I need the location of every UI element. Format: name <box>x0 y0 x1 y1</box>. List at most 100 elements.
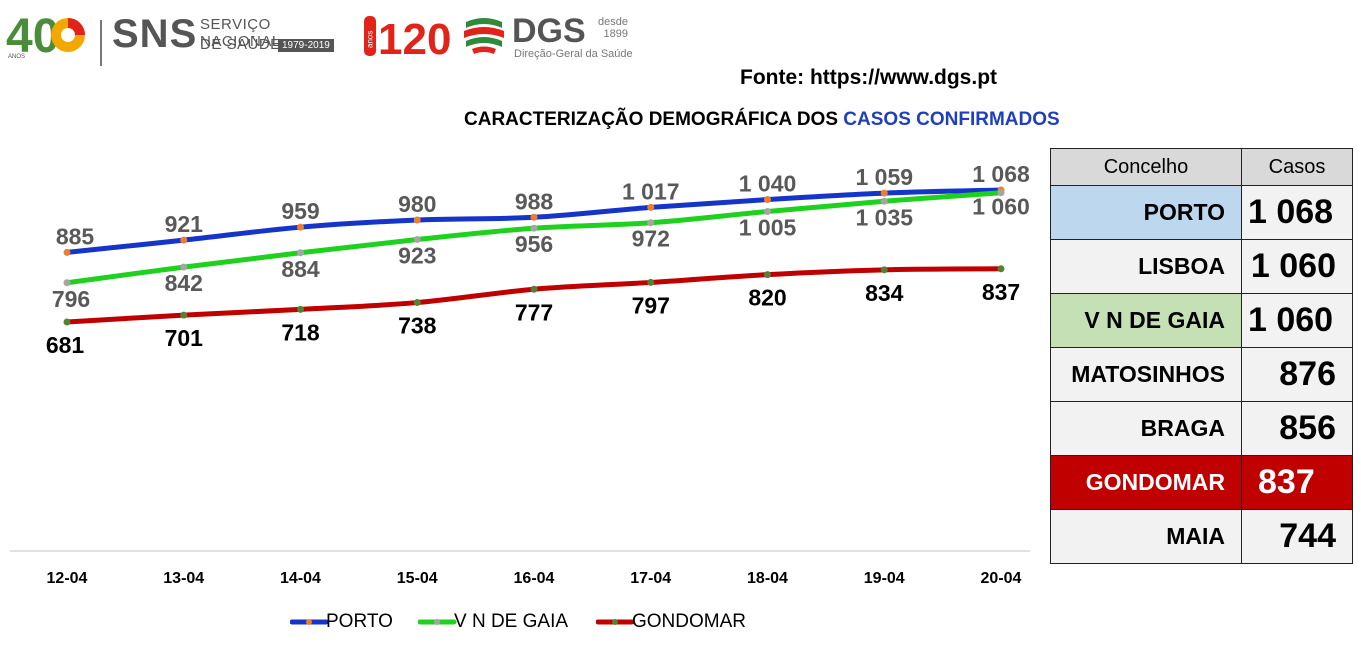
cell-casos: 876 <box>1241 347 1353 402</box>
cell-concelho: V N DE GAIA <box>1050 293 1242 348</box>
x-tick-label: 12-04 <box>47 570 88 587</box>
data-point-porto <box>530 213 538 221</box>
table-row: LISBOA 1 060 <box>1050 239 1353 294</box>
anos-label: anos <box>366 31 375 48</box>
data-point-gaia <box>413 235 421 243</box>
dgs-since: desde 1899 <box>598 16 628 40</box>
data-label-gaia: 923 <box>398 242 436 268</box>
data-label-porto: 921 <box>165 211 204 237</box>
data-label-porto: 885 <box>56 223 95 249</box>
data-point-gaia <box>297 249 304 257</box>
data-point-gaia <box>63 279 71 287</box>
data-point-porto <box>297 223 304 231</box>
sns-logo: SNS SERVIÇO NACIONAL DE SAÚDE 1979-2019 <box>100 10 337 66</box>
x-tick-label: 19-04 <box>864 570 905 587</box>
table-row: BRAGA 856 <box>1050 401 1353 456</box>
x-tick-label: 15-04 <box>397 570 438 587</box>
table-row: MATOSINHOS 876 <box>1050 347 1353 402</box>
data-point-gaia <box>764 207 771 215</box>
source-text: Fonte: https://www.dgs.pt <box>740 66 998 89</box>
data-label-gondomar: 820 <box>748 285 786 311</box>
logo-divider <box>100 20 102 66</box>
column-header-casos: Casos <box>1241 148 1353 186</box>
x-tick-label: 18-04 <box>747 570 788 587</box>
legend-label-porto: PORTO <box>326 611 393 632</box>
cell-casos: 744 <box>1241 509 1353 564</box>
data-point-gaia <box>997 189 1005 197</box>
dgs-120-anos-logo: anos 120 <box>364 15 451 60</box>
cell-casos: 856 <box>1241 401 1353 456</box>
cell-concelho: LISBOA <box>1050 239 1242 294</box>
sns-years: 1979-2019 <box>278 39 334 52</box>
anniversary-number: 40 <box>6 10 59 60</box>
cell-concelho: PORTO <box>1050 185 1242 240</box>
x-tick-label: 17-04 <box>630 570 671 587</box>
x-tick-label: 14-04 <box>280 570 321 587</box>
data-point-gondomar <box>63 318 71 326</box>
table-row: MAIA 744 <box>1050 509 1353 564</box>
legend-swatch-gondomar <box>596 619 635 625</box>
data-label-gaia: 956 <box>515 231 553 257</box>
data-label-porto: 959 <box>281 198 319 224</box>
anniversary-word: ANOS <box>8 54 25 60</box>
dgs-logo: DGS desde 1899 Direção-Geral da Saúde <box>462 10 637 60</box>
dgs-emblem-icon <box>464 18 504 54</box>
dgs-name: Direção-Geral da Saúde <box>514 48 633 60</box>
data-label-gondomar: 797 <box>632 292 670 318</box>
cell-casos: 1 060 <box>1241 239 1353 294</box>
data-label-gaia: 884 <box>281 256 320 282</box>
cell-concelho: MAIA <box>1050 509 1242 564</box>
sns-name-line2: DE SAÚDE <box>200 36 281 53</box>
cases-line-chart: 12-04 13-04 14-04 15-04 16-04 17-04 18-04 19-04… <box>10 161 1030 587</box>
table-row: V N DE GAIA 1 060 <box>1050 293 1353 348</box>
chart-legend: PORTO V N DE GAIA GONDOMAR <box>290 611 850 635</box>
legend-swatch-porto <box>290 619 329 625</box>
x-tick-label: 16-04 <box>514 570 555 587</box>
data-label-gondomar: 834 <box>865 280 904 306</box>
cell-concelho: MATOSINHOS <box>1050 347 1242 402</box>
data-label-porto: 1 040 <box>739 171 797 197</box>
dgs-since-year: 1899 <box>603 28 628 40</box>
data-label-gaia: 796 <box>52 286 90 312</box>
x-tick-label: 13-04 <box>163 570 204 587</box>
data-point-gaia <box>180 263 188 271</box>
chart-title: CARACTERIZAÇÃO DEMOGRÁFICA DOS CASOS CON… <box>464 109 1060 131</box>
table-header-row: Concelho Casos <box>1050 148 1353 186</box>
table-row: PORTO 1 068 <box>1050 185 1353 240</box>
title-prefix: CARACTERIZAÇÃO DEMOGRÁFICA DOS <box>464 109 844 130</box>
cases-table: Concelho Casos PORTO 1 068 LISBOA 1 060 V N … <box>1050 148 1353 564</box>
header-logos: 40 ANOS SNS SERVIÇO NACIONAL DE SAÚDE 19… <box>0 0 1361 68</box>
cell-casos: 1 060 <box>1241 293 1353 348</box>
sns-40-anos-logo: 40 ANOS <box>6 10 85 60</box>
data-label-porto: 1 068 <box>972 161 1030 187</box>
x-tick-label: 20-04 <box>981 570 1022 587</box>
table-body: PORTO 1 068 LISBOA 1 060 V N DE GAIA 1 060 MAT… <box>1050 185 1353 564</box>
data-point-gondomar <box>880 266 888 274</box>
data-point-gondomar <box>180 311 188 319</box>
dgs-acronym: DGS <box>512 12 586 50</box>
data-point-porto <box>63 248 71 256</box>
data-point-gaia <box>647 219 655 227</box>
data-label-gaia: 842 <box>165 270 203 296</box>
cell-casos: 1 068 <box>1241 185 1353 240</box>
data-point-gondomar <box>764 271 771 279</box>
legend-label-gaia: V N DE GAIA <box>454 611 569 632</box>
anos-number: 120 <box>378 15 451 60</box>
data-point-porto <box>413 216 421 224</box>
data-label-gaia: 1 035 <box>855 204 913 230</box>
cell-concelho: GONDOMAR <box>1050 455 1242 510</box>
data-point-gaia <box>880 197 888 205</box>
data-label-gondomar: 718 <box>281 319 320 345</box>
data-label-porto: 988 <box>515 188 554 214</box>
data-label-gaia: 1 060 <box>972 194 1030 220</box>
data-point-gaia <box>530 224 538 232</box>
legend-swatch-gaia <box>418 619 457 625</box>
data-point-porto <box>647 203 655 211</box>
data-label-gondomar: 837 <box>982 279 1020 305</box>
data-point-porto <box>180 236 188 244</box>
data-label-porto: 1 017 <box>622 178 680 204</box>
column-header-concelho: Concelho <box>1050 148 1242 186</box>
data-point-gondomar <box>530 285 538 293</box>
data-point-gondomar <box>297 305 304 313</box>
data-point-gondomar <box>647 278 655 286</box>
